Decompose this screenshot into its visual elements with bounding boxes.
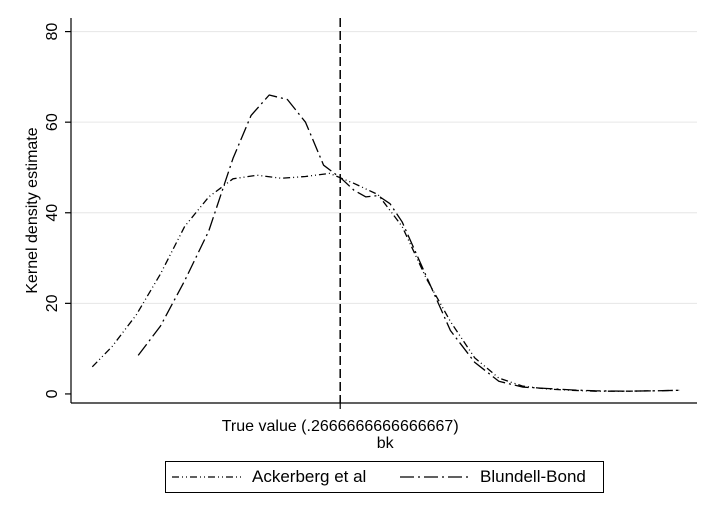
series-lines [91,94,681,392]
y-tick-label: 60 [44,113,61,131]
y-tick-label: 40 [44,204,61,222]
legend-label-ackerberg: Ackerberg et al [252,467,367,486]
series-line-blundell-bond [137,94,681,392]
legend-label-blundell-bond: Blundell-Bond [480,467,586,486]
series-line-ackerberg-et-al [91,172,681,392]
legend: Ackerberg et al Blundell-Bond [165,461,604,493]
true-value-label: True value (.2666666666666667) [222,418,459,435]
legend-swatch-blundell-bond [400,476,472,478]
y-tick-label: 0 [44,389,61,398]
gridlines [71,31,697,304]
legend-swatch-ackerberg [172,476,244,478]
y-tick-label: 80 [44,23,61,41]
x-axis-label: bk [377,435,395,452]
legend-item-blundell-bond: Blundell-Bond [400,462,586,492]
y-axis-label: Kernel density estimate [24,127,41,293]
y-tick-label: 20 [44,294,61,312]
y-ticks: 0 20 40 60 80 [44,23,71,398]
legend-item-ackerberg: Ackerberg et al [172,462,366,492]
density-chart: 0 20 40 60 80 True value (.2666666666666667)… [24,18,697,452]
